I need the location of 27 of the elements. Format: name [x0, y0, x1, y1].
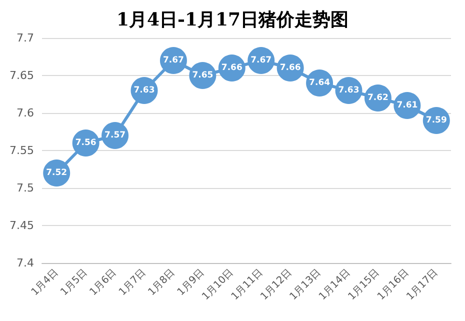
y-tick-label: 7.65	[10, 69, 34, 82]
data-label: 7.62	[367, 93, 389, 103]
data-label: 7.63	[134, 86, 155, 96]
x-tick-label: 1月7日	[117, 267, 148, 298]
data-label: 7.52	[46, 168, 68, 178]
x-tick-label: 1月4日	[30, 267, 60, 298]
data-label: 7.56	[75, 138, 96, 148]
data-label: 7.61	[396, 100, 418, 110]
data-label: 7.67	[250, 56, 272, 66]
y-tick-label: 7.4	[16, 256, 34, 270]
data-label: 7.66	[280, 63, 301, 73]
data-label: 7.65	[192, 70, 214, 80]
y-tick-label: 7.5	[16, 182, 34, 194]
y-tick-label: 7.45	[10, 219, 34, 232]
data-label: 7.63	[338, 86, 360, 96]
data-label: 7.59	[426, 116, 447, 126]
x-tick-label: 1月6日	[88, 267, 119, 298]
data-label: 7.67	[162, 56, 184, 66]
data-label: 7.64	[309, 78, 330, 88]
data-label: 7.66	[221, 63, 242, 73]
y-tick-label: 7.55	[10, 144, 34, 157]
data-label: 7.57	[104, 130, 126, 140]
x-tick-label: 1月5日	[58, 267, 90, 298]
y-tick-label: 7.7	[16, 32, 34, 44]
y-tick-label: 7.6	[16, 106, 34, 120]
chart-title: 1月4日-1月17日猪价走势图	[116, 10, 349, 30]
x-tick-label: 1月8日	[146, 267, 178, 298]
